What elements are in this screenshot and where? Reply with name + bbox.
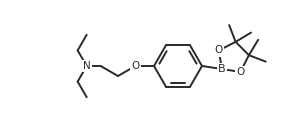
Text: B: B	[218, 64, 226, 74]
Text: O: O	[131, 61, 140, 71]
Text: N: N	[83, 61, 91, 71]
Text: O: O	[215, 45, 223, 55]
Text: O: O	[236, 67, 245, 77]
